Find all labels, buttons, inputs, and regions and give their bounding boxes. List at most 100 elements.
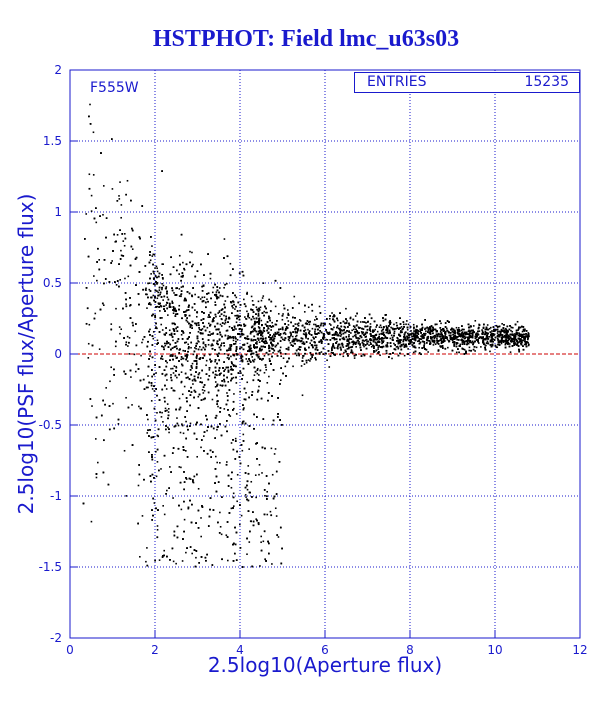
data-point [271,473,274,476]
data-point [364,339,367,342]
data-point [257,312,260,315]
data-point [114,345,117,348]
data-point [181,560,184,562]
data-point [178,466,181,468]
data-point [422,332,425,335]
data-point [227,335,229,337]
data-point [146,307,148,309]
data-point [208,331,211,333]
data-point [130,376,132,378]
data-point [271,336,274,338]
data-point [200,535,202,538]
data-point [170,374,172,376]
data-point [331,346,334,348]
data-point [156,290,158,292]
data-point [235,328,237,330]
data-point [247,465,250,467]
data-point [198,372,201,374]
data-point [248,350,251,353]
data-point [374,328,376,331]
data-point [183,268,186,271]
data-point [460,329,463,332]
data-point [90,210,93,212]
data-point [463,328,465,331]
data-point [284,365,287,368]
data-point [214,360,216,363]
data-point [173,365,176,367]
data-point [255,518,258,520]
data-point [205,364,207,367]
data-point [116,234,119,236]
data-point [216,428,218,431]
data-point [138,405,140,408]
data-point [152,253,155,256]
data-point [488,327,491,330]
data-point [244,494,247,496]
data-point [271,335,274,337]
data-point [348,334,350,336]
data-point [102,185,105,187]
data-point [144,288,147,291]
data-point [342,336,345,339]
data-point [325,338,327,341]
data-point [269,339,271,341]
data-point [243,298,245,301]
data-point [178,254,181,257]
data-point [413,345,416,348]
data-point [180,358,182,361]
data-point [497,330,499,333]
data-point [146,293,148,296]
data-point [294,323,297,325]
data-point [350,349,353,352]
data-point [123,244,126,247]
data-point [180,293,183,295]
data-point [223,353,226,355]
data-point [443,329,446,332]
data-point [503,334,506,337]
data-point [244,316,246,318]
data-point [449,334,452,337]
data-point [395,346,398,348]
data-point [180,363,183,366]
data-point [341,344,344,347]
data-point [236,473,239,476]
data-point [155,265,158,268]
data-point [253,374,256,376]
data-point [168,431,170,434]
data-point [173,292,175,294]
data-point [252,339,254,342]
data-point [342,346,345,348]
data-point [243,407,245,409]
data-point [363,340,366,342]
data-point [488,335,491,338]
data-point [179,431,182,434]
data-point [523,330,526,332]
data-point [527,344,530,347]
data-point [175,365,178,368]
data-point [304,322,307,325]
data-point [160,468,162,470]
data-point [333,326,335,329]
data-point [410,330,412,332]
data-point [198,340,200,343]
data-point [397,347,400,349]
data-point [485,344,487,347]
data-point [158,289,161,291]
data-point [445,336,448,338]
data-point [496,335,499,338]
data-point [527,337,529,340]
data-point [286,316,288,319]
data-point [127,275,130,278]
data-point [163,342,166,345]
data-point [232,307,234,309]
data-point [156,461,159,463]
data-point [256,341,258,343]
data-point [172,339,174,342]
data-point [261,335,264,337]
data-point [207,322,210,325]
data-point [262,329,265,331]
data-point [258,309,261,311]
data-point [279,346,282,349]
data-point [186,360,189,362]
